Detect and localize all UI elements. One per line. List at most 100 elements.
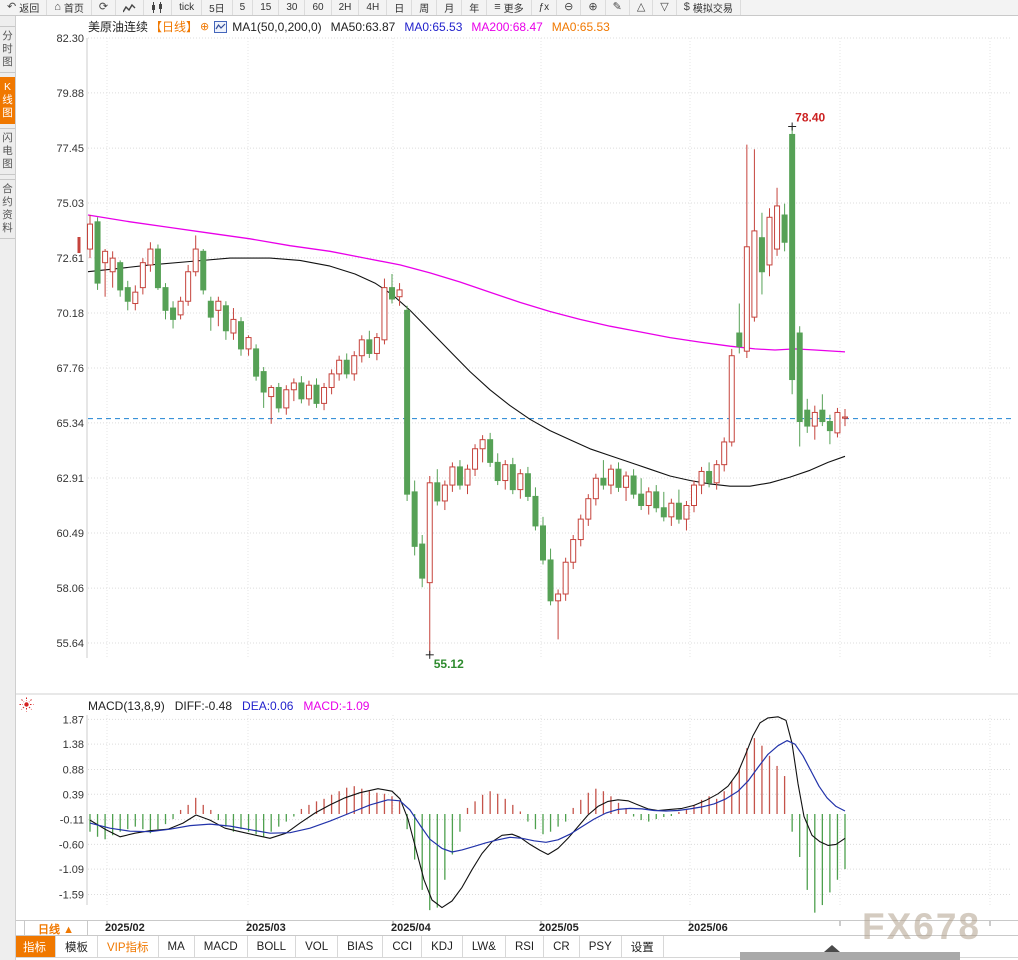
shape-up-icon: △	[636, 1, 646, 13]
svg-text:58.06: 58.06	[56, 583, 84, 595]
interval-tick-button[interactable]: tick	[172, 0, 203, 15]
zoom-in-icon: ⊕	[588, 1, 598, 13]
area-chart-button[interactable]	[116, 0, 145, 15]
shape-down-button[interactable]: ▽	[653, 0, 677, 15]
bottom-drawer-handle[interactable]	[740, 945, 960, 960]
svg-text:-1.59: -1.59	[59, 889, 84, 901]
more-icon: ≡	[494, 1, 501, 13]
interval-15m-button[interactable]: 15	[253, 0, 280, 15]
bottom-tab-rsi[interactable]: RSI	[506, 936, 545, 957]
interval-4h-button[interactable]: 4H	[359, 0, 388, 15]
interval-60m-button[interactable]: 60	[305, 0, 332, 15]
bottom-tab-macd[interactable]: MACD	[195, 936, 248, 957]
ma-value: MA50:63.87	[330, 19, 396, 34]
sidebar-tab-time-chart[interactable]: 分时图	[0, 26, 15, 73]
sim-trading-icon: $	[683, 1, 690, 13]
shape-up-button[interactable]: △	[630, 0, 654, 15]
zoom-out-icon: ⊖	[564, 1, 574, 13]
svg-text:82.30: 82.30	[56, 33, 84, 45]
bottom-tab-indicator[interactable]: 指标	[14, 936, 56, 957]
area-chart-icon	[123, 3, 136, 12]
interval-week-button[interactable]: 周	[412, 0, 438, 15]
ma-value: MA0:65.53	[551, 19, 610, 34]
bottom-tab-ma[interactable]: MA	[159, 936, 195, 957]
toolbar-item-label: 2H	[338, 2, 352, 13]
interval-5m-button[interactable]: 5	[233, 0, 254, 15]
ma50-line	[87, 257, 846, 487]
svg-text:75.03: 75.03	[56, 198, 84, 210]
toolbar-item-label: ƒx	[538, 2, 550, 13]
back-button[interactable]: ↶ 返回	[0, 0, 48, 15]
bottom-tab-lw[interactable]: LW&	[463, 936, 506, 957]
bottom-tab-vol[interactable]: VOL	[296, 936, 339, 957]
toolbar-item-label: 模拟交易	[692, 4, 733, 15]
high-annotation: 78.40	[788, 111, 826, 131]
bottom-tab-psy[interactable]: PSY	[580, 936, 622, 957]
svg-text:1.87: 1.87	[63, 714, 84, 726]
sidebar-tab-contract-info[interactable]: 合约资料	[0, 179, 15, 239]
price-chart-header: 美原油连续 【日线】 ⊕ MA1(50,0,200,0) MA50:63.87 MA0:6…	[88, 19, 610, 35]
bottom-tab-cr[interactable]: CR	[544, 936, 580, 957]
zoom-out-button[interactable]: ⊖	[557, 0, 582, 15]
indicator-fx-button[interactable]: ƒx	[532, 0, 558, 15]
bottom-tab-bias[interactable]: BIAS	[338, 936, 384, 957]
interval-5d-button[interactable]: 5日	[202, 0, 233, 15]
interval-month-button[interactable]: 月	[437, 0, 463, 15]
interval-30m-button[interactable]: 30	[279, 0, 306, 15]
svg-text:60.49: 60.49	[56, 528, 84, 540]
dea-line	[89, 740, 846, 853]
sim-trading-button[interactable]: $ 模拟交易	[677, 0, 741, 15]
bottom-tab-settings[interactable]: 设置	[622, 936, 664, 957]
toolbar-item-label: 更多	[503, 4, 524, 15]
zoom-in-button[interactable]: ⊕	[581, 0, 606, 15]
sidebar-tab-lightning-chart[interactable]: 闪电图	[0, 128, 15, 175]
xaxis-date-label: 2025/04	[391, 922, 431, 934]
toolbar-item-label: 5日	[209, 4, 225, 15]
bottom-tab-kdj[interactable]: KDJ	[422, 936, 463, 957]
more-button[interactable]: ≡ 更多	[487, 0, 532, 15]
low-annotation: 55.12	[425, 650, 464, 671]
toolbar-item-label: 周	[419, 4, 430, 15]
candlestick-icon	[152, 2, 163, 13]
bottom-tab-boll[interactable]: BOLL	[248, 936, 297, 957]
ma-settings: MA1(50,0,200,0)	[232, 19, 322, 34]
svg-text:72.61: 72.61	[56, 253, 84, 265]
bottom-tab-template[interactable]: 模板	[56, 936, 98, 957]
svg-text:77.45: 77.45	[56, 143, 84, 155]
candle-chart-button[interactable]	[144, 0, 173, 15]
draw-tool-icon: ✎	[612, 1, 622, 13]
bottom-tab-bar: 指标 模板 VIP指标 MA MACD BOLL VOL BIAS CCI KDJ LW& RSI CR…	[14, 936, 1018, 958]
ma-value: MA0:65.53	[404, 19, 463, 34]
svg-text:65.34: 65.34	[56, 418, 84, 430]
period-label: 【日线】	[150, 20, 199, 34]
refresh-button[interactable]: ⟳	[92, 0, 117, 15]
period-selector-button[interactable]: 日线 ▲	[24, 921, 88, 936]
macd-value: MACD:-1.09	[303, 698, 370, 713]
svg-text:62.91: 62.91	[56, 473, 84, 485]
bottom-tab-vip-indicator[interactable]: VIP指标	[98, 936, 159, 957]
toolbar-item-label: 60	[312, 2, 324, 13]
price-grid: 82.30 79.88 77.45 75.03 72.61 70.18 67.76 65.34…	[56, 33, 1012, 650]
toolbar-item-label: 首页	[63, 4, 84, 15]
xaxis-date-label: 2025/03	[246, 922, 286, 934]
interval-year-button[interactable]: 年	[462, 0, 488, 15]
macd-histogram	[89, 738, 846, 913]
interval-day-button[interactable]: 日	[387, 0, 413, 15]
macd-header: MACD(13,8,9) DIFF:-0.48 DEA:0.06 MACD:-1.09	[88, 698, 369, 713]
expand-icon[interactable]: ⊕	[200, 21, 210, 33]
interval-2h-button[interactable]: 2H	[332, 0, 360, 15]
toolbar-item-label: 月	[444, 4, 455, 15]
xaxis-date-label: 2025/02	[105, 922, 145, 934]
back-icon: ↶	[7, 1, 17, 13]
kline-style-icon[interactable]	[214, 20, 228, 33]
draw-tool-button[interactable]: ✎	[606, 0, 630, 15]
macd-settings-icon[interactable]	[19, 697, 34, 717]
bottom-tab-cci[interactable]: CCI	[383, 936, 423, 957]
home-button[interactable]: ⌂ 首页	[47, 0, 92, 15]
toolbar-item-label: tick	[179, 2, 195, 13]
svg-text:0.39: 0.39	[63, 789, 84, 801]
symbol-name: 美原油连续	[88, 20, 149, 34]
